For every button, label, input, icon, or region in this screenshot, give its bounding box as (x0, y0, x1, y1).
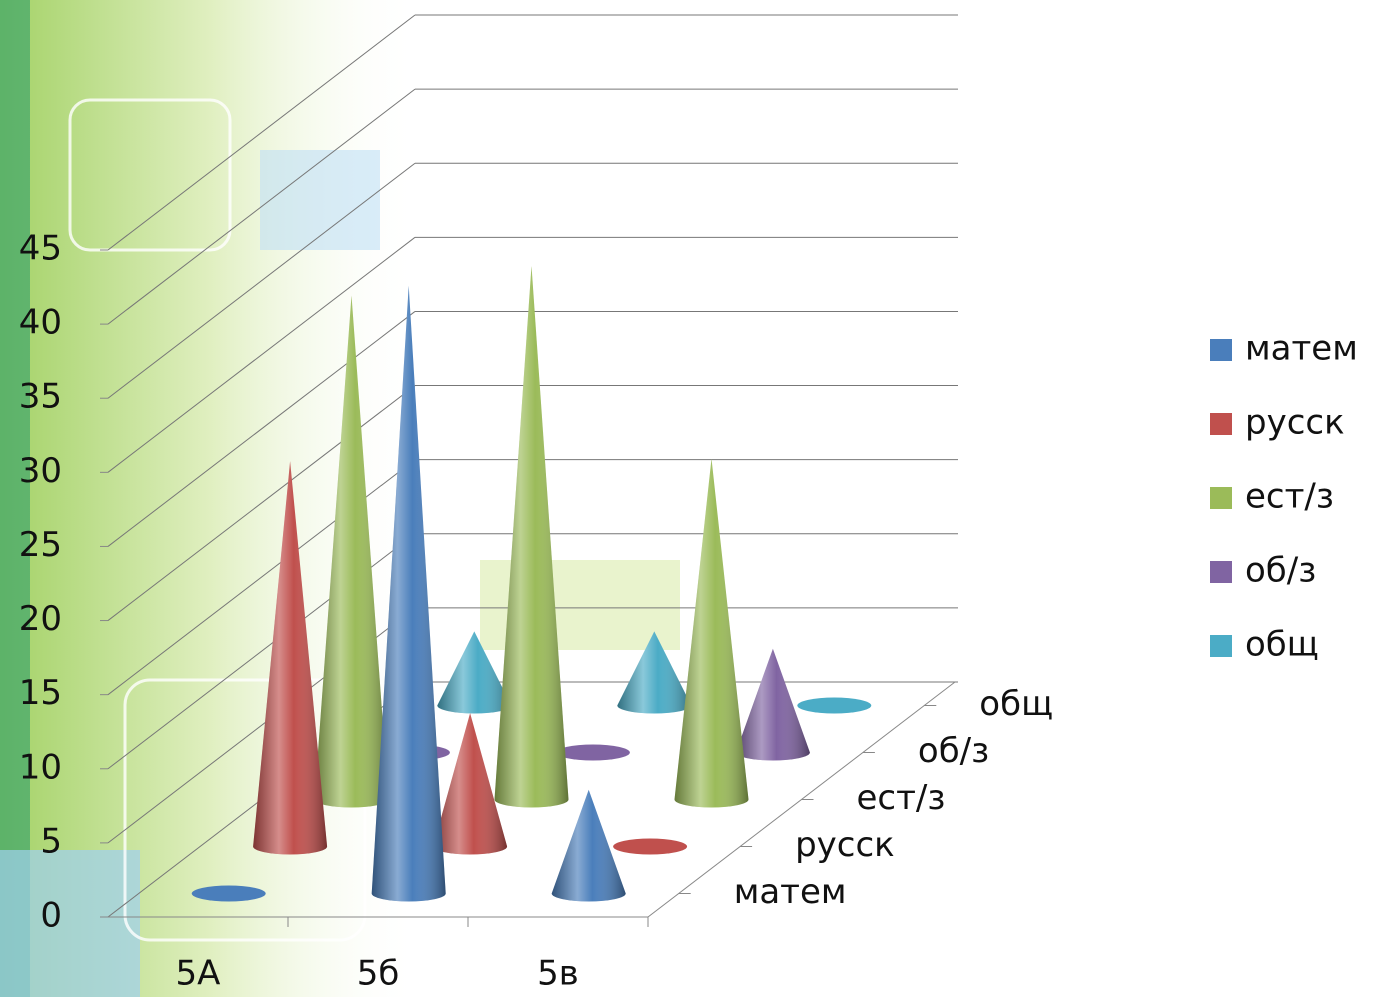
legend-label: матем (1245, 329, 1358, 369)
cone-shade (437, 631, 512, 714)
grid-line (107, 88, 416, 325)
cone-shade (314, 295, 389, 808)
cone-base (191, 885, 266, 902)
y-tick-label: 35 (19, 377, 62, 417)
cone (191, 885, 266, 902)
cone (437, 631, 512, 714)
cone (253, 461, 328, 855)
grid-line (107, 385, 416, 621)
grid-line (107, 236, 416, 473)
y-tick-label: 25 (19, 525, 62, 565)
y-tick-label: 15 (19, 673, 62, 713)
y-tick-label: 5 (40, 821, 62, 861)
legend-swatch (1210, 635, 1232, 657)
x-tick-label: 5б (357, 954, 400, 994)
legend-label: русск (1245, 403, 1345, 443)
cone (494, 265, 569, 808)
cone (555, 744, 630, 761)
cone-shade (494, 265, 569, 808)
cone (433, 713, 508, 855)
cone-shade (253, 461, 328, 855)
y-tick-label: 20 (19, 599, 62, 639)
x-tick-label: 5в (537, 954, 579, 994)
cone (797, 697, 872, 714)
depth-tick-label: об/з (918, 731, 989, 771)
cone-base (613, 838, 688, 855)
depth-tick-label: общ (979, 684, 1053, 724)
cone (674, 458, 749, 808)
grid-line (107, 311, 416, 547)
legend-swatch (1210, 487, 1232, 509)
cone-shade (433, 713, 508, 855)
grid-line (107, 162, 416, 399)
cone-shade (674, 458, 749, 808)
cone-shade (371, 285, 446, 902)
cone-shade (551, 789, 626, 902)
cone (551, 789, 626, 902)
cone (371, 285, 446, 902)
cone-base (555, 744, 630, 761)
y-tick-label: 40 (19, 303, 62, 343)
cone-shade (735, 648, 810, 761)
x-tick-label: 5А (176, 954, 221, 994)
cone (613, 838, 688, 855)
y-tick-label: 45 (19, 229, 62, 269)
y-tick-label: 30 (19, 451, 62, 491)
legend-label: об/з (1245, 551, 1316, 591)
cone-shade (617, 631, 692, 714)
cone (617, 631, 692, 714)
y-tick-label: 0 (40, 896, 62, 936)
cone (314, 295, 389, 808)
y-tick-label: 10 (19, 747, 62, 787)
legend-swatch (1210, 561, 1232, 583)
legend-swatch (1210, 339, 1232, 361)
depth-tick-label: ест/з (857, 778, 946, 818)
legend-label: общ (1245, 625, 1319, 665)
depth-tick-label: русск (795, 825, 895, 865)
grid-line (107, 14, 416, 251)
cone (735, 648, 810, 761)
depth-tick-label: матем (734, 872, 847, 912)
cone-base (797, 697, 872, 714)
legend-label: ест/з (1245, 477, 1334, 517)
legend-swatch (1210, 413, 1232, 435)
